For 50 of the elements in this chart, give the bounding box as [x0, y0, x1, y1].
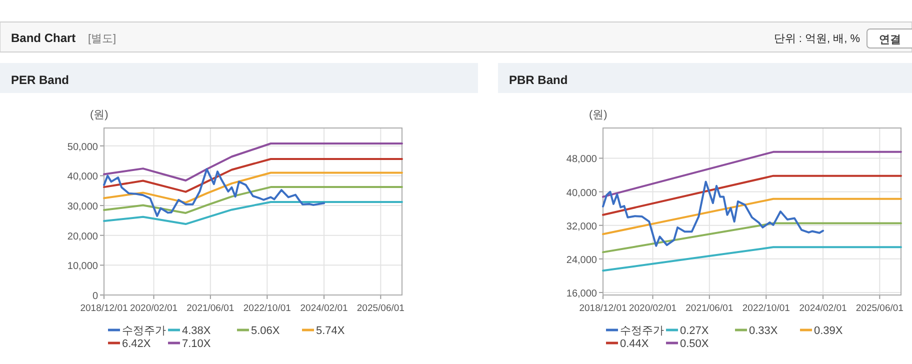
- text: [별도]: [88, 33, 116, 45]
- x-tick-label: 2022/10/01: [742, 303, 790, 314]
- legend-label: 0.50X: [680, 338, 710, 350]
- legend-label: 6.42X: [122, 338, 152, 350]
- x-tick-label: 2024/02/01: [799, 303, 847, 314]
- line-series: [103, 172, 403, 204]
- legend-label: 수정주가: [620, 325, 664, 337]
- text: 단위 : 억원, 배, %: [774, 33, 860, 45]
- y-tick-label: 20,000: [67, 231, 98, 242]
- x-tick-label: 2021/06/01: [686, 303, 734, 314]
- y-tick-label: 24,000: [566, 254, 598, 266]
- legend-label: 0.39X: [814, 325, 844, 337]
- y-axis-title: (원): [589, 109, 608, 121]
- x-tick-label: 2020/02/01: [628, 303, 677, 314]
- x-tick-label: 2018/12/01: [579, 303, 627, 314]
- line-series: [103, 186, 403, 214]
- y-tick-label: 48,000: [566, 154, 598, 166]
- x-tick-label: 2025/06/01: [356, 303, 404, 314]
- legend-label: 5.74X: [316, 325, 346, 337]
- line-series: [103, 158, 403, 193]
- legend-label: 0.44X: [620, 338, 650, 350]
- chart-title: PER Band: [11, 73, 70, 87]
- legend-label: 0.27X: [680, 325, 710, 337]
- legend-label: 4.38X: [182, 325, 212, 337]
- legend-label: 수정주가: [122, 325, 166, 337]
- y-tick-label: 40,000: [67, 172, 98, 183]
- x-tick-label: 2024/02/01: [300, 303, 348, 314]
- x-tick-label: 2022/10/01: [243, 303, 291, 314]
- y-tick-label: 10,000: [67, 261, 98, 272]
- x-tick-label: 2018/12/01: [80, 303, 128, 314]
- y-tick-label: 0: [92, 291, 98, 302]
- x-tick-label: 2020/02/01: [130, 303, 178, 314]
- legend-label: 5.06X: [251, 325, 280, 337]
- line-series: [103, 200, 403, 226]
- x-tick-label: 2021/06/01: [186, 303, 234, 314]
- line-series: [602, 180, 824, 247]
- y-tick-label: 40,000: [566, 188, 598, 199]
- y-axis-title: (원): [90, 109, 108, 121]
- y-tick-label: 32,000: [566, 221, 598, 232]
- legend-label: 7.10X: [182, 338, 212, 350]
- y-tick-label: 30,000: [67, 202, 98, 213]
- y-tick-label: 50,000: [67, 142, 98, 153]
- text: 연결: [879, 34, 901, 46]
- legend-label: 0.33X: [749, 325, 778, 337]
- y-tick-label: 16,000: [566, 288, 598, 300]
- text: Band Chart: [11, 31, 76, 45]
- line-series: [103, 142, 403, 182]
- line-series: [103, 168, 326, 217]
- x-tick-label: 2025/06/01: [856, 303, 904, 314]
- chart-title: PBR Band: [509, 73, 568, 87]
